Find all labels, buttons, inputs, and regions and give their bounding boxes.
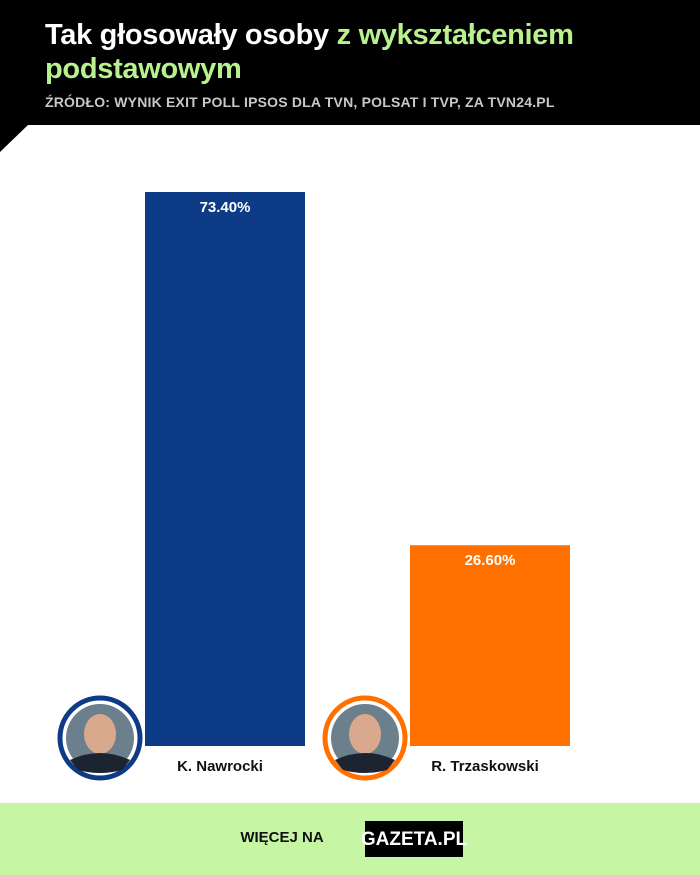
source: ŹRÓDŁO: WYNIK EXIT POLL IPSOS DLA TVN, P… [45, 94, 555, 110]
logo[interactable]: GAZETA.PL [361, 829, 468, 850]
avatar-face [349, 714, 381, 754]
footer-text: WIĘCEJ NA [240, 829, 324, 846]
value-label: 73.40% [200, 199, 251, 216]
header: Tak głosowały osoby z wykształceniem pod… [45, 18, 665, 110]
avatar-face [84, 714, 116, 754]
title-highlight: z wykształceniem podstawowym [45, 19, 574, 85]
header-background [0, 0, 700, 152]
x-tick-label: K. Nawrocki [177, 758, 263, 775]
avatar-shoulders [70, 753, 130, 773]
footer-background [0, 803, 700, 875]
avatar-shoulders [335, 753, 395, 773]
chart-title: Tak głosowały osoby z wykształceniem pod… [45, 18, 665, 86]
value-label: 26.60% [465, 552, 516, 569]
title-lead: Tak głosowały osoby [45, 19, 329, 51]
bar [145, 192, 305, 746]
x-tick-label: R. Trzaskowski [431, 758, 539, 775]
logo-box [365, 821, 463, 857]
bar [410, 545, 570, 746]
